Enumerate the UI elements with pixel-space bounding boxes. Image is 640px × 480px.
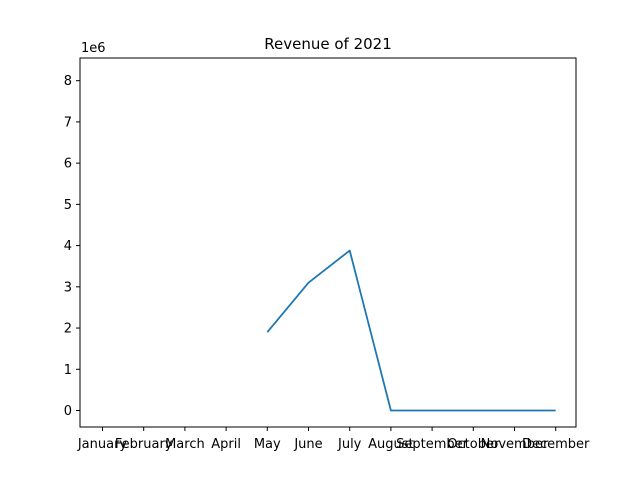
x-tick-label: April [211, 437, 241, 452]
x-tick-label: January [77, 437, 128, 452]
x-tick-label: December [522, 437, 590, 452]
y-tick-label: 7 [64, 115, 72, 130]
x-tick-label: July [337, 437, 362, 452]
x-tick-label: August [368, 437, 414, 452]
y-tick-label: 1 [64, 363, 72, 378]
y-tick-label: 8 [64, 74, 72, 89]
x-tick-label: February [115, 437, 173, 452]
y-tick-label: 6 [64, 157, 72, 172]
x-tick-label: September [396, 437, 469, 452]
x-tick-label: November [481, 437, 549, 452]
x-tick-label: May [254, 437, 281, 452]
y-tick-label: 2 [64, 322, 72, 337]
x-tick-label: October [447, 437, 500, 452]
y-tick-label: 4 [64, 239, 72, 254]
y-tick-label: 5 [64, 198, 72, 213]
y-tick-label: 3 [64, 280, 72, 295]
y-multiplier-label: 1e6 [81, 41, 106, 56]
x-tick-label: March [165, 437, 205, 452]
chart-title: Revenue of 2021 [264, 35, 392, 53]
x-tick-label: June [293, 437, 322, 452]
series-line [266, 249, 556, 412]
plot-frame [79, 57, 577, 428]
y-tick-label: 0 [64, 404, 72, 419]
